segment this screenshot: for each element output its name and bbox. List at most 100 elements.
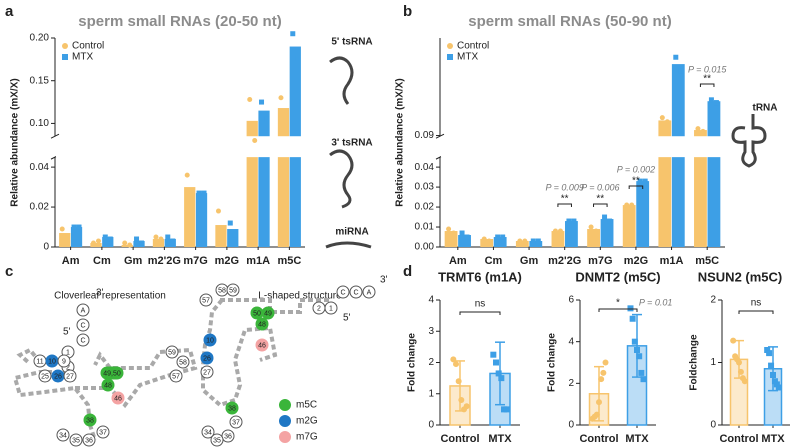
node-label: 57 <box>202 297 210 304</box>
data-point <box>629 315 636 322</box>
y-tick-label: 0 <box>710 420 716 431</box>
node-label: 34 <box>204 429 212 436</box>
diagram-node: 35 <box>210 433 224 447</box>
data-point <box>495 234 501 240</box>
x-tick-label: m7G <box>588 255 612 267</box>
data-point <box>165 234 171 240</box>
node-circle <box>362 285 376 299</box>
y-tick-label: 0.09 <box>415 130 435 141</box>
bar <box>515 241 529 247</box>
data-point <box>71 224 77 230</box>
chart-title: DNMT2 (m5C) <box>575 269 660 284</box>
panel-label: c <box>5 263 13 280</box>
node-circle <box>203 333 217 347</box>
node-label: C <box>80 322 85 329</box>
data-point <box>227 220 233 226</box>
node-circle <box>82 433 96 447</box>
y-axis-label: Foldchange <box>689 334 700 391</box>
data-point <box>450 356 457 363</box>
chart-title: sperm small RNAs (20-50 nt) <box>78 13 281 30</box>
chart-title: NSUN2 (m5C) <box>698 269 783 284</box>
diagram-node: 37 <box>229 415 243 429</box>
data-point <box>730 337 737 344</box>
legend-label: Control <box>457 41 489 52</box>
data-point <box>493 359 499 366</box>
y-tick-label: 0.10 <box>30 118 50 129</box>
y-tick-label: 1 <box>710 357 716 368</box>
data-point <box>766 350 773 357</box>
node-label: 1 <box>329 305 333 312</box>
x-tick-label: m2G <box>624 255 648 267</box>
node-label: 58 <box>218 287 226 294</box>
data-point <box>486 238 492 244</box>
data-point <box>624 202 630 208</box>
data-point <box>134 236 140 242</box>
data-point <box>640 376 647 383</box>
node-label: 26 <box>203 355 211 362</box>
node-label: A <box>367 289 372 296</box>
diagram-node: 57 <box>169 369 183 383</box>
node-label: 59 <box>168 349 176 356</box>
diagram-node: 11 <box>33 354 47 368</box>
data-point <box>446 226 452 232</box>
data-point <box>453 361 459 368</box>
data-point <box>500 234 506 240</box>
x-tick-label: m7G <box>183 255 207 267</box>
legend-label: Control <box>72 41 104 52</box>
data-point <box>189 194 195 200</box>
data-point <box>498 375 505 382</box>
data-point <box>220 236 226 242</box>
bar <box>600 219 614 247</box>
data-point <box>775 384 782 391</box>
data-point <box>139 240 145 246</box>
bar <box>70 227 83 247</box>
significance-bracket <box>738 310 774 314</box>
data-point <box>196 190 202 196</box>
node-label: 46 <box>114 395 122 402</box>
diagram-node: 46 <box>255 338 269 352</box>
diagram-node: 57 <box>199 293 213 307</box>
node-circle <box>101 378 115 392</box>
node-label: 37 <box>232 419 240 426</box>
annotation: ** <box>632 176 640 187</box>
node-circle <box>261 306 275 320</box>
data-point <box>636 353 643 360</box>
significance-bracket <box>628 185 644 189</box>
chart-title: sperm small RNAs (50-90 nt) <box>468 13 671 30</box>
node-label: 2 <box>66 364 70 371</box>
node-label: 26 <box>54 373 62 380</box>
y-tick-label: 0.01 <box>415 222 435 233</box>
data-point <box>600 369 607 376</box>
y-axis-label: Relative abundance (mX/X) <box>395 78 406 206</box>
x-tick-label: MTX <box>625 433 649 445</box>
node-circle <box>229 415 243 429</box>
data-point <box>673 54 679 60</box>
diagram-node: 38 <box>225 401 239 415</box>
node-label: 36 <box>85 437 93 444</box>
node-label: 48 <box>258 321 266 328</box>
data-point <box>278 95 284 101</box>
y-tick-label: 3 <box>428 326 434 337</box>
node-circle <box>201 425 215 439</box>
data-point <box>122 240 128 246</box>
node-label: C <box>80 337 85 344</box>
node-label: 59 <box>229 287 237 294</box>
data-point <box>593 228 599 234</box>
x-tick-label: Am <box>449 255 467 267</box>
data-point <box>290 31 296 37</box>
y-tick-label: 0.02 <box>415 202 435 213</box>
legend-marker <box>279 415 291 427</box>
annotation: P = 0.01 <box>639 297 672 307</box>
data-point <box>530 238 536 244</box>
data-point <box>158 236 164 242</box>
node-label: 34 <box>59 432 67 439</box>
node-circle <box>83 413 97 427</box>
data-point <box>770 372 776 378</box>
y-tick-label: 0.02 <box>30 202 50 213</box>
diagram-node: 27 <box>63 369 77 383</box>
end-label: 5' <box>343 313 351 324</box>
data-point <box>535 238 541 244</box>
diagram-node: 36 <box>221 429 235 443</box>
data-point <box>596 399 602 406</box>
diagram-title: L-shaped structure <box>258 291 342 302</box>
